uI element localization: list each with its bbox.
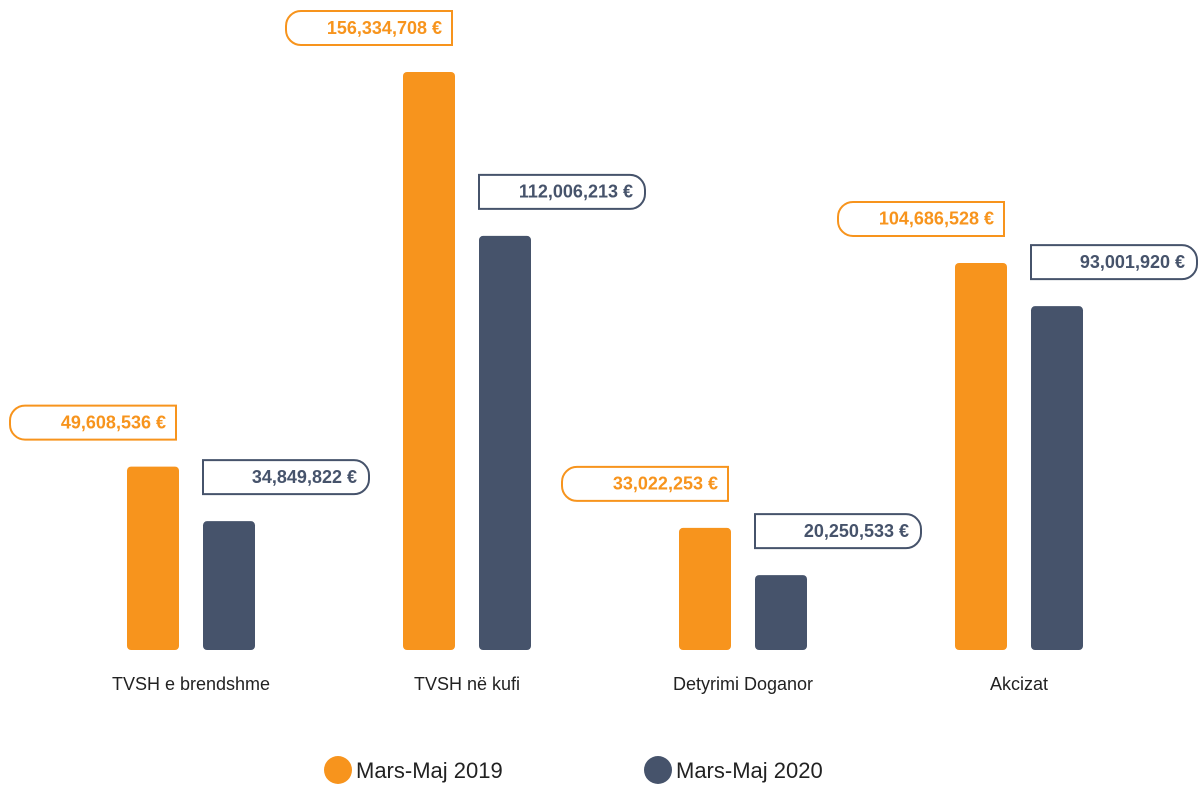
value-label-box: [9, 404, 177, 441]
value-label-box: [1030, 244, 1198, 281]
legend-label: Mars-Maj 2019: [356, 758, 503, 783]
bar: [127, 466, 179, 650]
x-tick-label: TVSH e brendshme: [112, 674, 270, 694]
bar: [479, 235, 531, 650]
value-label-box: [202, 459, 370, 496]
x-tick-label: Akcizat: [990, 674, 1048, 694]
legend-swatch: [324, 756, 352, 784]
bar: [203, 521, 255, 650]
value-label-box: [837, 200, 1005, 237]
legend-swatch: [644, 756, 672, 784]
legend-label: Mars-Maj 2020: [676, 758, 823, 783]
value-label-box: [754, 513, 922, 550]
value-label: 104,686,528 €: [879, 209, 994, 229]
value-label: 93,001,920 €: [1080, 252, 1185, 272]
bar: [1031, 306, 1083, 650]
bar: [955, 262, 1007, 650]
value-label: 156,334,708 €: [327, 18, 442, 38]
value-label: 34,849,822 €: [252, 467, 357, 487]
value-label-box: [478, 173, 646, 210]
x-tick-label: Detyrimi Doganor: [673, 674, 813, 694]
value-label: 112,006,213 €: [519, 182, 633, 202]
value-label: 20,250,533 €: [804, 521, 909, 541]
value-label: 33,022,253 €: [613, 474, 718, 494]
value-label-box: [285, 10, 453, 46]
value-label: 49,608,536 €: [61, 412, 166, 432]
bar: [679, 527, 731, 650]
x-tick-label: TVSH në kufi: [414, 674, 520, 694]
bar: [403, 72, 455, 650]
value-label-box: [561, 465, 729, 502]
bar: [755, 575, 807, 650]
